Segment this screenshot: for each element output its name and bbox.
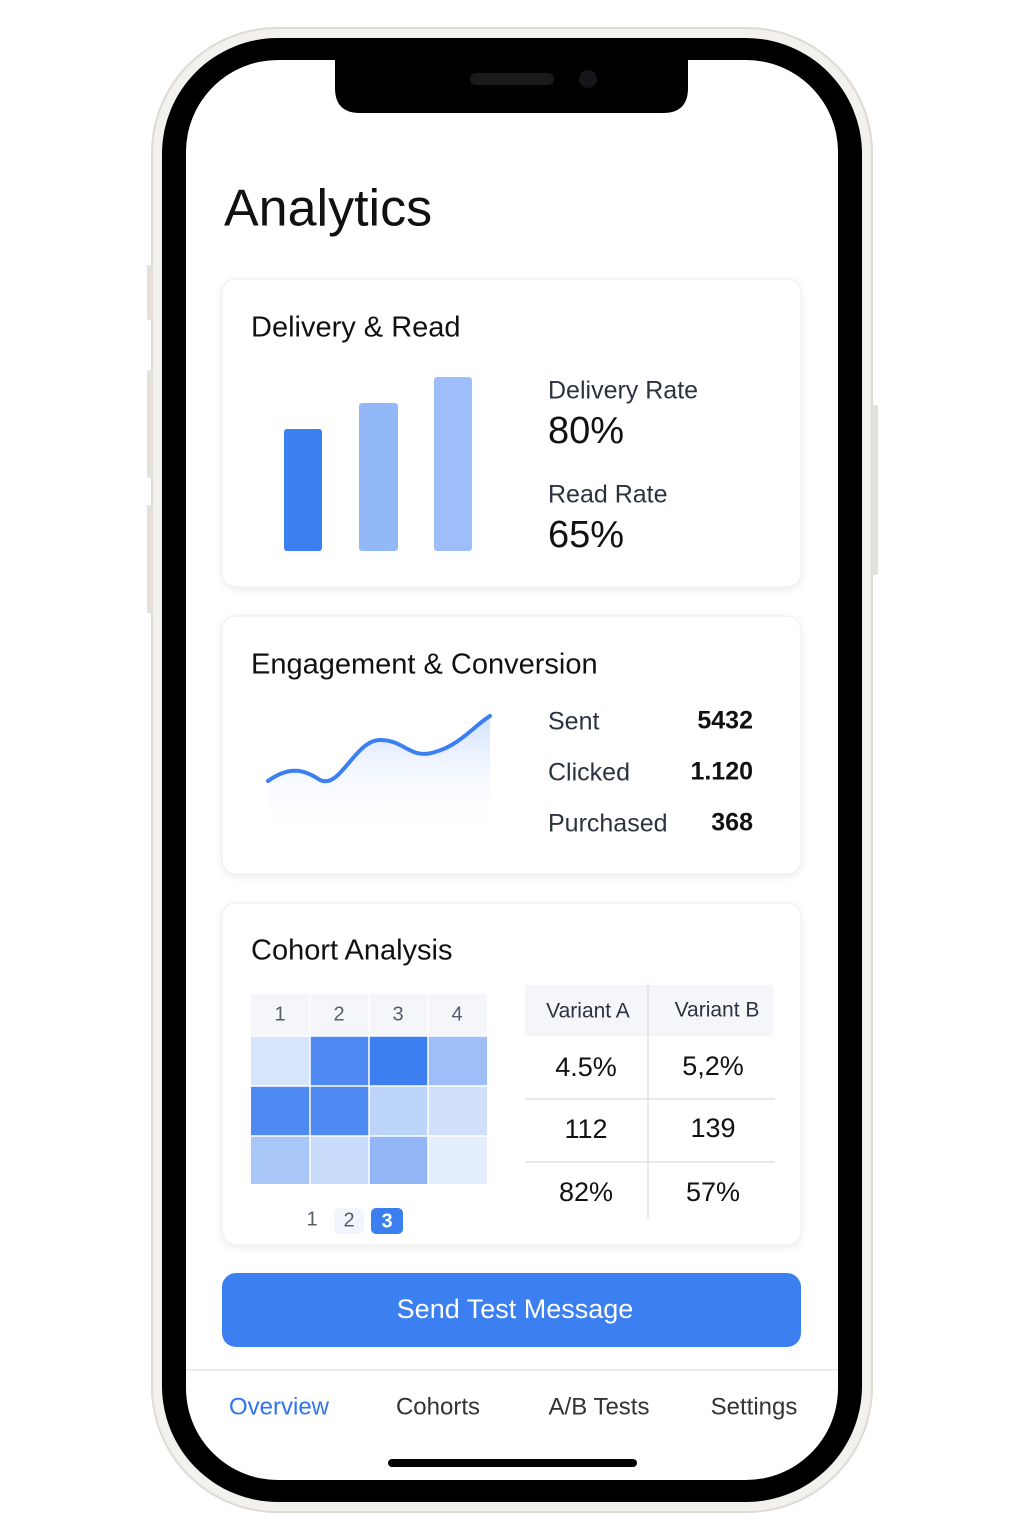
tab[interactable]: Overview	[229, 1393, 330, 1420]
heatmap-column: 1	[274, 1003, 285, 1025]
heatmap-cell	[428, 1036, 487, 1086]
heatmap-grid	[251, 994, 487, 1184]
send-button[interactable]	[222, 1273, 801, 1347]
heatmap-cell	[251, 1036, 310, 1086]
page-number[interactable]: 2	[343, 1209, 354, 1231]
page-button-active[interactable]	[371, 1208, 403, 1234]
metric-label: Purchased	[548, 810, 668, 838]
heatmap-cell	[251, 1136, 310, 1184]
heatmap: 1 2 3 4	[251, 994, 487, 1184]
bar-graphic	[284, 429, 322, 551]
card-title: Delivery & Read	[251, 312, 461, 344]
heatmap-column: 2	[333, 1003, 344, 1025]
bar-graphic	[359, 403, 398, 551]
metric-label: Clicked	[548, 759, 630, 787]
home-indicator	[388, 1459, 637, 1467]
tab[interactable]: Settings	[711, 1393, 798, 1420]
heatmap-cell	[428, 1086, 487, 1136]
table-cell: 112	[564, 1114, 607, 1144]
heatmap-cell	[369, 1086, 428, 1136]
heatmap-cell	[310, 1036, 369, 1086]
trend-line	[266, 714, 492, 784]
heatmap-cell	[369, 1136, 428, 1184]
page-number[interactable]: 3	[381, 1210, 392, 1232]
table-grid	[525, 985, 775, 1218]
table-cell: 5,2%	[682, 1051, 744, 1081]
metric-label: Delivery Rate	[548, 377, 698, 405]
metric-value: 1.120	[690, 758, 753, 786]
side-button	[872, 405, 878, 575]
table-cell: 82%	[559, 1177, 613, 1207]
tab[interactable]: Cohorts	[396, 1393, 480, 1420]
camera	[579, 70, 597, 88]
trend-area	[268, 716, 490, 835]
notch	[335, 60, 688, 113]
heatmap-cell	[428, 1136, 487, 1184]
heatmap-column: 4	[451, 1003, 462, 1025]
bar-graphic	[434, 377, 472, 551]
heatmap-cell	[310, 1136, 369, 1184]
metric-value: 368	[711, 809, 753, 837]
metric-value: 65%	[548, 514, 624, 556]
card-title: Engagement & Conversion	[251, 649, 598, 681]
speaker	[470, 73, 554, 85]
tab[interactable]: A/B Tests	[549, 1393, 650, 1420]
metric-value: 80%	[548, 410, 624, 452]
metric-label: Read Rate	[548, 481, 668, 509]
table-cell: 139	[690, 1113, 735, 1143]
heatmap-column: 3	[392, 1003, 403, 1025]
page-button[interactable]	[334, 1208, 364, 1234]
table-cell: 57%	[686, 1177, 740, 1207]
card-title: Cohort Analysis	[251, 935, 453, 967]
metric-value: 5432	[697, 707, 753, 735]
side-button	[147, 370, 153, 478]
table-cell: 4.5%	[555, 1052, 617, 1082]
variant-table: Variant A Variant B 4.5% 5,2% 112 139 82…	[525, 985, 775, 1218]
heatmap-cell	[251, 1086, 310, 1136]
metric-label: Sent	[548, 708, 599, 736]
side-button	[147, 505, 153, 613]
page-number[interactable]: 1	[306, 1208, 317, 1230]
send-button-label[interactable]: Send Test Message	[397, 1294, 634, 1324]
table-header	[525, 985, 773, 1036]
table-column: Variant A	[546, 1000, 630, 1023]
side-button	[147, 265, 153, 320]
table-column: Variant B	[675, 999, 760, 1022]
page-title: Analytics	[224, 180, 432, 238]
heatmap-cell	[369, 1036, 428, 1086]
heatmap-cell	[310, 1086, 369, 1136]
